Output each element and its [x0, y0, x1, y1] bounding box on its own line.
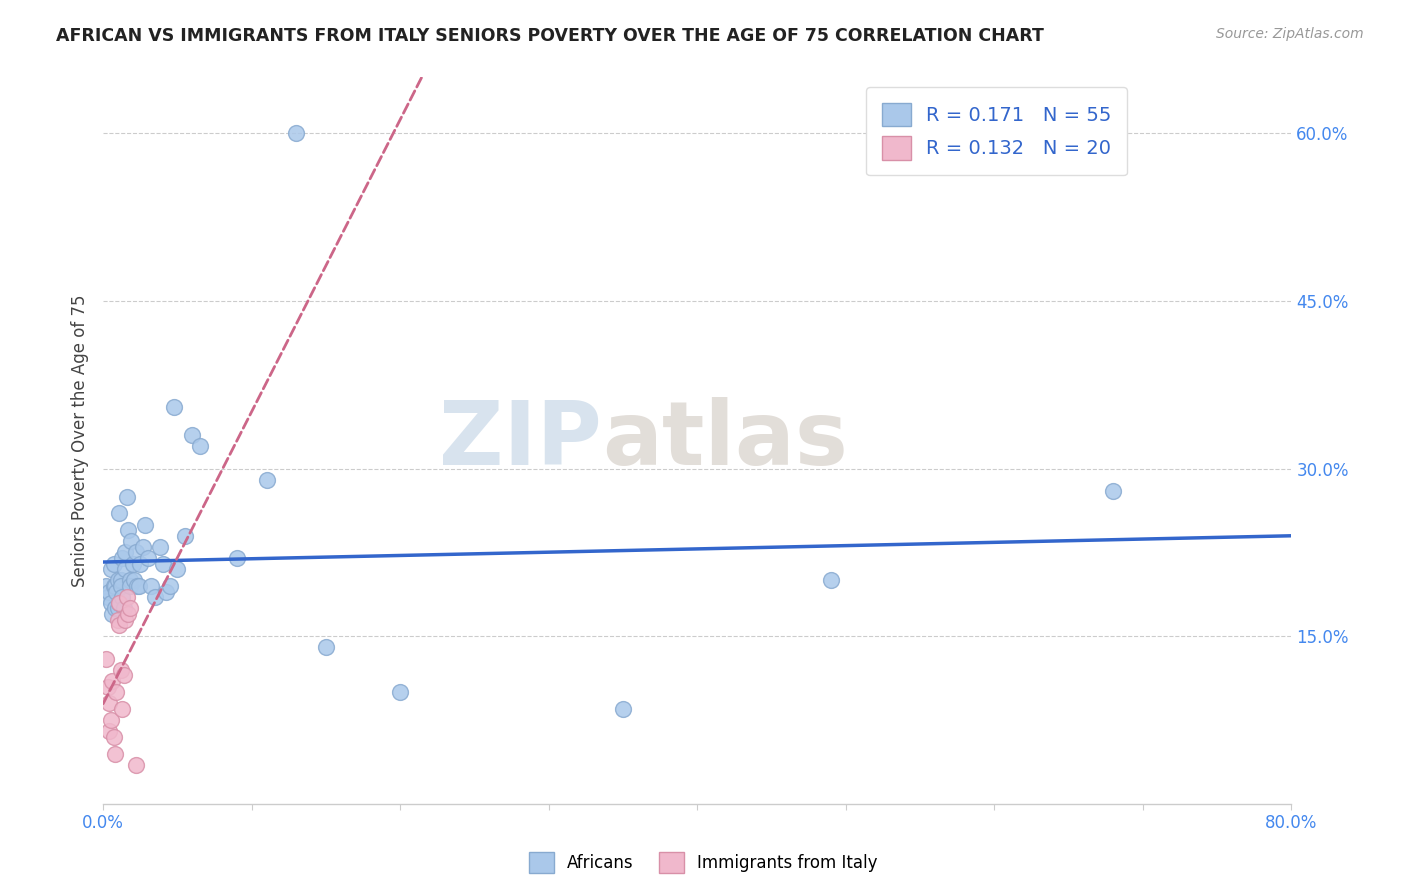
Point — [108, 596, 131, 610]
Text: ZIP: ZIP — [440, 397, 602, 484]
Point — [105, 685, 128, 699]
Point — [103, 579, 125, 593]
Point — [97, 680, 120, 694]
Point — [108, 618, 131, 632]
Text: Source: ZipAtlas.com: Source: ZipAtlas.com — [1216, 27, 1364, 41]
Point — [148, 540, 170, 554]
Point — [118, 579, 141, 593]
Text: atlas: atlas — [602, 397, 848, 484]
Point — [315, 640, 337, 655]
Point — [134, 517, 156, 532]
Point — [104, 747, 127, 761]
Point — [108, 507, 131, 521]
Point — [114, 545, 136, 559]
Point — [173, 529, 195, 543]
Point — [163, 400, 186, 414]
Point — [155, 584, 177, 599]
Point — [101, 673, 124, 688]
Point — [103, 730, 125, 744]
Point — [100, 562, 122, 576]
Point — [117, 607, 139, 621]
Point — [112, 601, 135, 615]
Point — [1102, 483, 1125, 498]
Point — [111, 551, 134, 566]
Point — [104, 579, 127, 593]
Point — [118, 601, 141, 615]
Point — [820, 574, 842, 588]
Text: AFRICAN VS IMMIGRANTS FROM ITALY SENIORS POVERTY OVER THE AGE OF 75 CORRELATION : AFRICAN VS IMMIGRANTS FROM ITALY SENIORS… — [56, 27, 1045, 45]
Point — [111, 702, 134, 716]
Point — [100, 596, 122, 610]
Legend: Africans, Immigrants from Italy: Africans, Immigrants from Italy — [522, 846, 884, 880]
Point — [132, 540, 155, 554]
Point — [98, 584, 121, 599]
Point — [118, 574, 141, 588]
Point — [125, 757, 148, 772]
Point — [188, 439, 211, 453]
Point — [97, 591, 120, 605]
Point — [128, 579, 150, 593]
Point — [94, 651, 117, 665]
Point — [107, 613, 129, 627]
Point — [104, 601, 127, 615]
Point — [110, 574, 132, 588]
Point — [103, 557, 125, 571]
Point — [120, 534, 142, 549]
Point — [111, 591, 134, 605]
Point — [129, 557, 152, 571]
Point — [152, 557, 174, 571]
Point — [105, 584, 128, 599]
Point — [612, 702, 634, 716]
Point — [110, 663, 132, 677]
Point — [94, 579, 117, 593]
Point — [115, 490, 138, 504]
Point — [100, 713, 122, 727]
Point — [124, 574, 146, 588]
Point — [117, 523, 139, 537]
Y-axis label: Seniors Poverty Over the Age of 75: Seniors Poverty Over the Age of 75 — [72, 294, 89, 587]
Point — [115, 591, 138, 605]
Point — [98, 724, 121, 739]
Point — [101, 607, 124, 621]
Point — [107, 574, 129, 588]
Point — [110, 579, 132, 593]
Point — [166, 562, 188, 576]
Point — [112, 668, 135, 682]
Point — [285, 126, 308, 140]
Point — [107, 601, 129, 615]
Point — [181, 428, 204, 442]
Point — [108, 596, 131, 610]
Point — [114, 562, 136, 576]
Point — [127, 579, 149, 593]
Point — [98, 697, 121, 711]
Point — [136, 551, 159, 566]
Point — [139, 579, 162, 593]
Point — [114, 613, 136, 627]
Point — [125, 545, 148, 559]
Legend: R = 0.171   N = 55, R = 0.132   N = 20: R = 0.171 N = 55, R = 0.132 N = 20 — [866, 87, 1128, 176]
Point — [225, 551, 247, 566]
Point — [121, 557, 143, 571]
Point — [159, 579, 181, 593]
Point — [389, 685, 412, 699]
Point — [256, 473, 278, 487]
Point — [143, 591, 166, 605]
